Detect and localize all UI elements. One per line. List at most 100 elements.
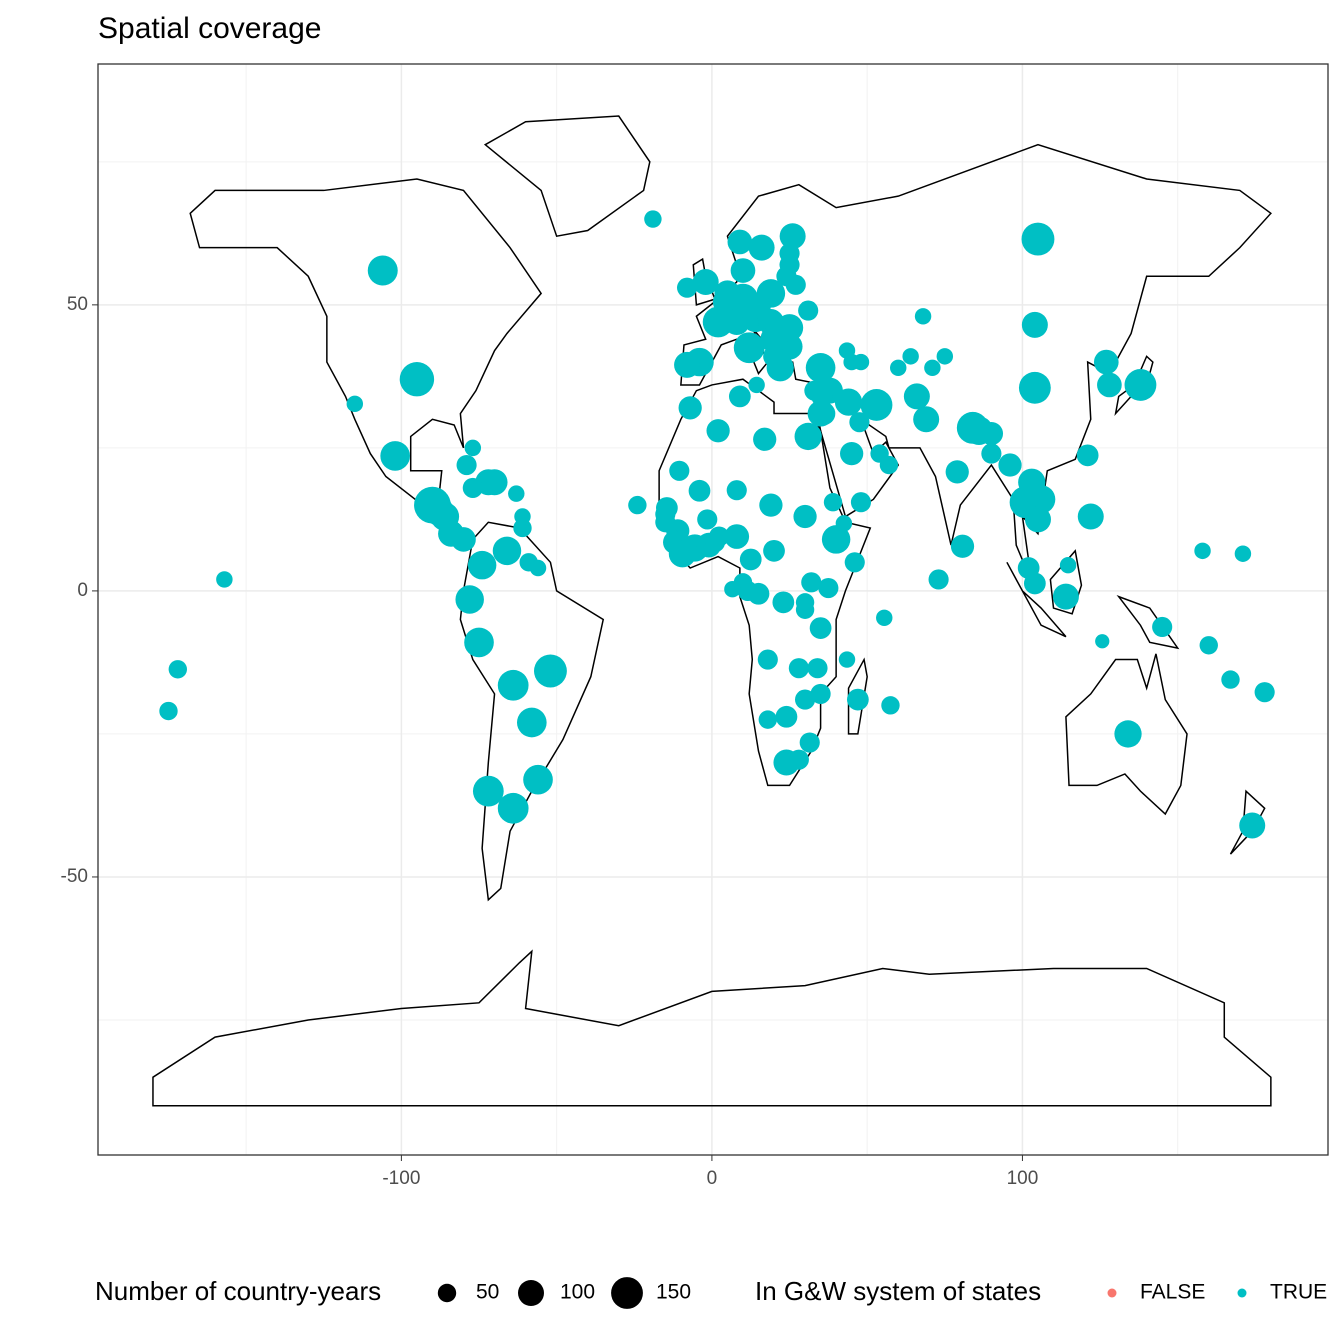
data-point xyxy=(1114,720,1142,748)
data-point xyxy=(981,443,1002,464)
data-point xyxy=(159,701,178,721)
land-outline xyxy=(189,178,543,547)
size-legend-label: 150 xyxy=(656,1281,691,1304)
data-point xyxy=(514,508,531,525)
data-point xyxy=(1021,311,1048,338)
data-point xyxy=(936,348,954,365)
x-tick-label: 100 xyxy=(1007,1168,1039,1189)
data-point xyxy=(890,359,907,377)
data-point xyxy=(1095,634,1110,649)
data-point xyxy=(1077,503,1104,530)
data-point xyxy=(876,609,893,627)
data-point xyxy=(979,421,1004,446)
data-point xyxy=(788,749,809,770)
data-point xyxy=(849,412,870,433)
data-point xyxy=(168,660,187,679)
data-point xyxy=(1023,572,1046,595)
data-point xyxy=(367,255,398,286)
data-point xyxy=(678,396,702,420)
data-point xyxy=(748,234,775,261)
data-point xyxy=(834,388,863,416)
data-point xyxy=(799,732,820,753)
land-outline xyxy=(459,521,605,902)
data-point xyxy=(1018,371,1051,404)
data-point xyxy=(795,689,816,710)
data-point xyxy=(1221,670,1240,689)
data-point xyxy=(1052,583,1079,610)
data-point xyxy=(423,495,454,526)
data-point xyxy=(924,359,941,377)
size-legend-key xyxy=(437,1283,457,1303)
legend-key xyxy=(1237,1288,1247,1298)
data-point xyxy=(380,441,410,471)
data-point xyxy=(724,580,741,598)
data-point xyxy=(823,493,843,512)
y-tick-label: 50 xyxy=(67,294,88,315)
data-point xyxy=(1026,485,1056,514)
data-point xyxy=(913,406,940,433)
data-point xyxy=(950,534,975,558)
y-tick-label: -50 xyxy=(61,866,88,887)
data-point xyxy=(763,539,785,562)
data-point xyxy=(730,258,756,283)
data-point xyxy=(1124,369,1157,401)
data-point xyxy=(1076,444,1099,467)
legend-label: TRUE xyxy=(1270,1281,1327,1304)
data-point xyxy=(772,591,795,614)
data-point xyxy=(1097,372,1122,398)
data-point xyxy=(455,585,484,614)
land-outline xyxy=(483,115,651,238)
data-point xyxy=(697,509,718,530)
land-outline xyxy=(1065,653,1188,816)
data-point xyxy=(1199,636,1218,655)
legend-label: FALSE xyxy=(1140,1281,1205,1304)
data-point xyxy=(462,477,483,498)
size-legend-label: 100 xyxy=(560,1281,595,1304)
points xyxy=(159,210,1275,839)
chart-title: Spatial coverage xyxy=(98,12,321,45)
size-legend-key xyxy=(611,1277,643,1309)
data-point xyxy=(914,308,932,325)
data-point xyxy=(497,669,529,701)
land-outline xyxy=(1006,561,1067,638)
data-point xyxy=(726,480,747,501)
data-point xyxy=(1152,616,1173,638)
data-point xyxy=(840,441,864,466)
data-point xyxy=(881,696,900,715)
data-point xyxy=(788,658,809,679)
color-legend-title: In G&W system of states xyxy=(755,1276,1041,1306)
data-point xyxy=(399,362,435,397)
data-point xyxy=(757,649,778,670)
data-point xyxy=(753,427,777,451)
data-point xyxy=(216,571,233,588)
data-point xyxy=(748,376,765,394)
data-point xyxy=(838,651,856,668)
data-point xyxy=(775,705,798,728)
data-point xyxy=(467,550,497,580)
land-outline xyxy=(152,949,1272,1107)
data-point xyxy=(795,600,815,619)
data-point xyxy=(821,525,851,554)
data-point xyxy=(533,654,567,688)
data-point xyxy=(945,460,969,484)
data-point xyxy=(523,764,553,795)
land-outline xyxy=(1116,595,1180,650)
data-point xyxy=(724,524,750,549)
data-point xyxy=(712,288,739,315)
data-point xyxy=(785,274,806,295)
data-point xyxy=(870,444,889,463)
data-point xyxy=(928,569,949,590)
data-point xyxy=(846,688,869,711)
data-point xyxy=(644,210,662,228)
data-point xyxy=(850,492,872,513)
x-tick-label: -100 xyxy=(382,1168,420,1189)
data-point xyxy=(456,454,477,476)
data-point xyxy=(793,504,817,529)
data-point xyxy=(779,223,806,250)
data-point xyxy=(998,453,1022,477)
data-point xyxy=(688,479,711,502)
data-point xyxy=(902,348,919,365)
data-point xyxy=(677,277,698,298)
data-point xyxy=(760,325,788,353)
